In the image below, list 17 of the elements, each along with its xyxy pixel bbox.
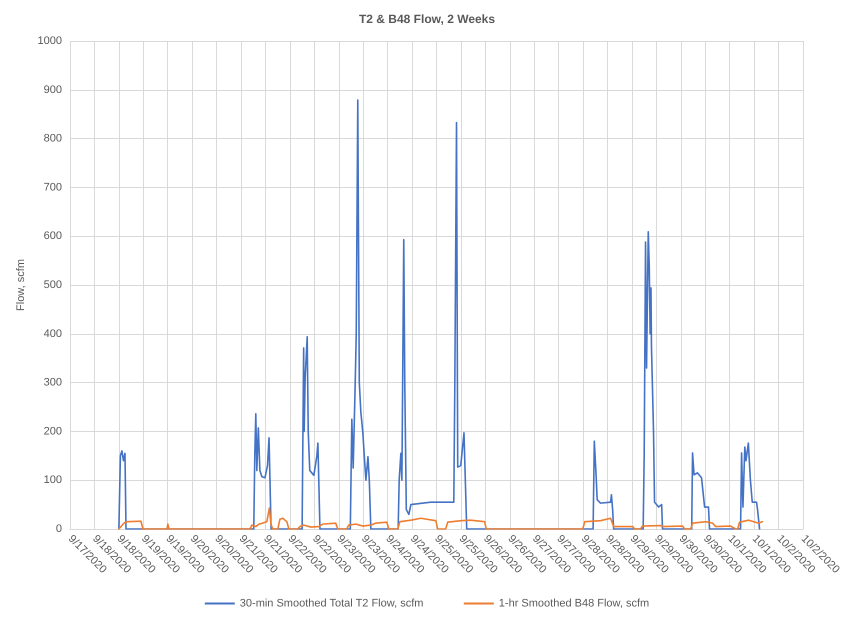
y-tick-label: 700 [44,181,62,194]
y-tick-label: 0 [56,523,62,535]
y-tick-label: 100 [44,474,62,486]
line-series [118,99,760,530]
legend-label: 30-min Smoothed Total T2 Flow, scfm [240,598,424,610]
y-tick-label: 600 [44,230,62,242]
y-tick-label: 300 [44,376,62,389]
y-tick-label: 500 [44,279,62,291]
y-tick-label: 1000 [38,35,62,47]
y-tick-label: 900 [44,84,62,96]
y-axis-title: Flow, scfm [15,259,28,311]
y-tick-label: 800 [44,132,62,145]
legend-label: 1-hr Smoothed B48 Flow, scfm [498,598,650,610]
y-tick-label: 200 [44,425,62,438]
chart-title: T2 & B48 Flow, 2 Weeks [358,12,496,26]
line-series [118,507,764,530]
y-tick-label: 400 [44,328,62,340]
